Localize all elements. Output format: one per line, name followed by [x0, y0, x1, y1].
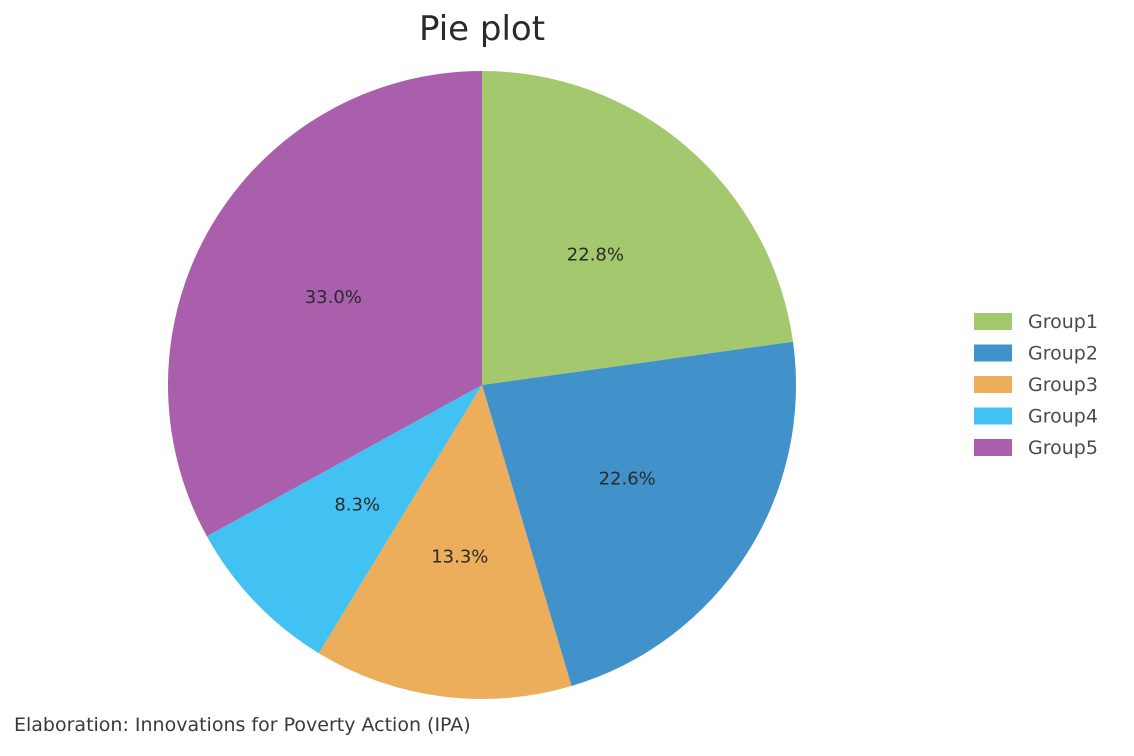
slice-label-group3: 13.3% — [431, 546, 488, 567]
pie-slice-group4 — [206, 385, 482, 654]
legend-label-group1: Group1 — [1028, 311, 1098, 333]
legend-label-group2: Group2 — [1028, 343, 1098, 365]
slice-label-group2: 22.6% — [599, 469, 656, 490]
legend-swatch-group1 — [974, 313, 1012, 330]
legend-label-group3: Group3 — [1028, 374, 1098, 396]
legend: Group1 Group2 Group3 Group4 Group5 — [974, 311, 1098, 459]
legend-swatch-group2 — [974, 344, 1012, 362]
source-caption: Elaboration: Innovations for Poverty Act… — [14, 714, 471, 736]
legend-swatch-group4 — [974, 407, 1012, 425]
slice-labels: 22.8% 22.6% 13.3% 8.3% 33.0% — [305, 245, 656, 568]
slice-label-group4: 8.3% — [334, 494, 380, 515]
legend-label-group4: Group4 — [1028, 406, 1098, 428]
slice-label-group5: 33.0% — [305, 287, 362, 308]
slice-label-group1: 22.8% — [567, 245, 624, 266]
legend-label-group5: Group5 — [1028, 437, 1098, 459]
pie-slice-group3 — [318, 385, 572, 700]
pie-slice-group5 — [168, 70, 483, 537]
legend-swatch-group3 — [974, 376, 1012, 393]
pie-slices — [168, 70, 796, 700]
pie-slice-group1 — [482, 71, 793, 385]
legend-swatch-group5 — [974, 439, 1012, 456]
pie-slice-group2 — [482, 341, 796, 686]
chart-title: Pie plot — [419, 9, 545, 49]
